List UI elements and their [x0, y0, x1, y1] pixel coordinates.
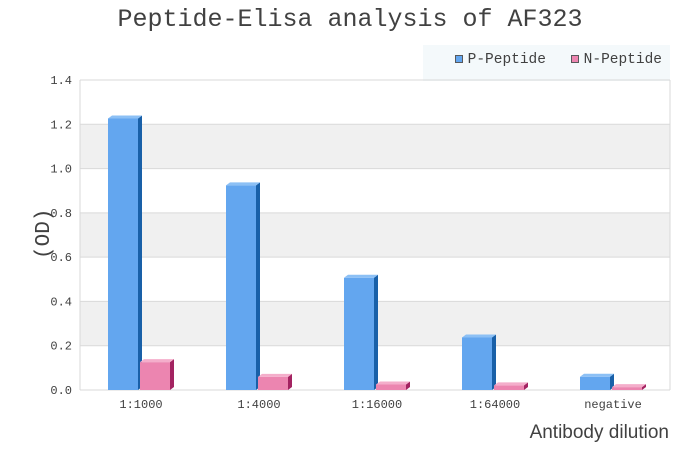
svg-text:1.4: 1.4 [50, 74, 72, 88]
svg-text:1:4000: 1:4000 [237, 398, 280, 412]
svg-text:0.4: 0.4 [50, 295, 72, 309]
svg-text:0.8: 0.8 [50, 207, 72, 221]
svg-text:0.2: 0.2 [50, 340, 72, 354]
svg-text:1:1000: 1:1000 [119, 398, 162, 412]
svg-text:1:64000: 1:64000 [470, 398, 520, 412]
svg-text:0.0: 0.0 [50, 384, 72, 398]
svg-text:1.2: 1.2 [50, 118, 72, 132]
svg-text:negative: negative [584, 398, 642, 412]
svg-text:0.6: 0.6 [50, 251, 72, 265]
svg-text:1:16000: 1:16000 [352, 398, 402, 412]
svg-text:1.0: 1.0 [50, 163, 72, 177]
